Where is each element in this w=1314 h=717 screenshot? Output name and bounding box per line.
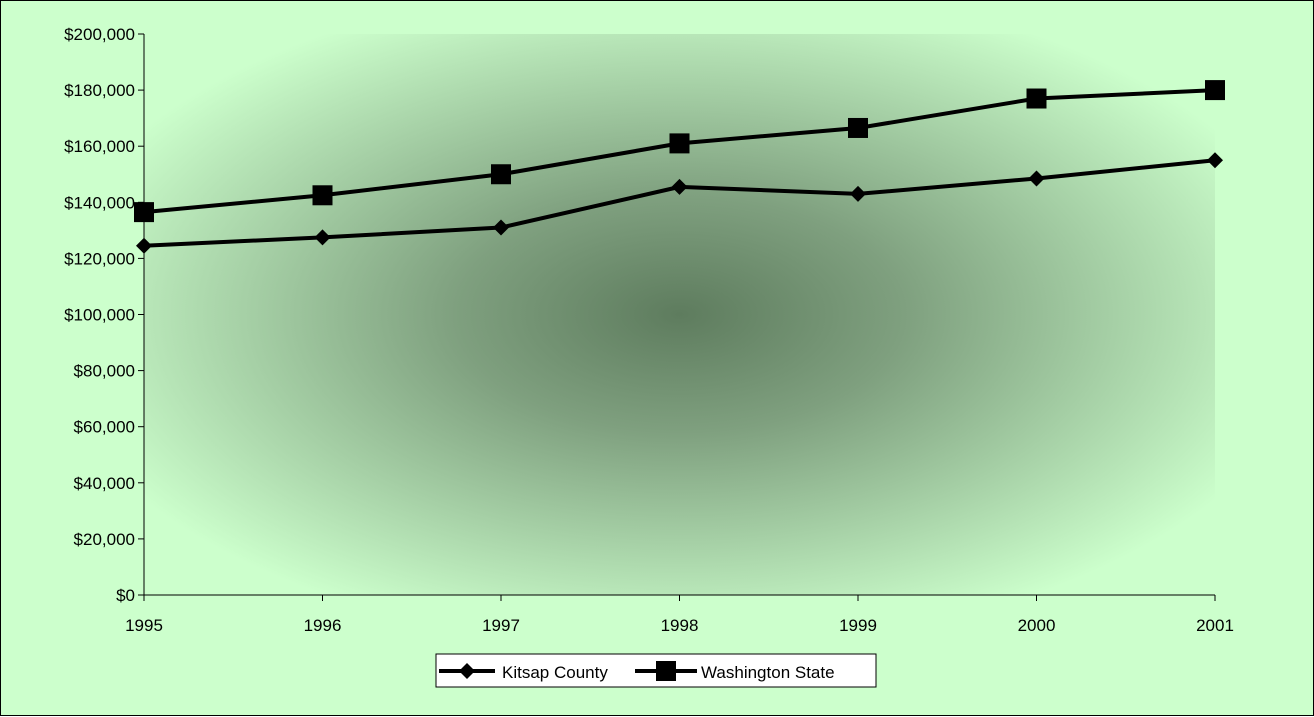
- legend: Kitsap County Washington State: [436, 654, 876, 687]
- y-tick-label: $40,000: [74, 474, 135, 493]
- y-tick-label: $200,000: [64, 25, 135, 44]
- x-tick-label: 1998: [661, 616, 699, 635]
- x-tick-label: 2001: [1196, 616, 1234, 635]
- x-tick-label: 1997: [482, 616, 520, 635]
- y-axis: $0 $20,000 $40,000 $60,000 $80,000 $100,000 $1…: [64, 25, 144, 605]
- legend-label: Kitsap County: [502, 663, 608, 682]
- data-point-square: [1027, 89, 1047, 109]
- legend-label: Washington State: [701, 663, 835, 682]
- data-point-square: [134, 202, 154, 222]
- y-tick-label: $20,000: [74, 530, 135, 549]
- y-tick-label: $0: [116, 586, 135, 605]
- y-tick-label: $100,000: [64, 306, 135, 325]
- x-tick-label: 2000: [1018, 616, 1056, 635]
- legend-item: Washington State: [635, 661, 835, 682]
- x-tick-label: 1995: [125, 616, 163, 635]
- data-point-square: [670, 133, 690, 153]
- y-tick-label: $140,000: [64, 193, 135, 212]
- y-tick-label: $120,000: [64, 249, 135, 268]
- data-point-square: [848, 118, 868, 138]
- plot-area: [144, 34, 1215, 595]
- y-tick-label: $60,000: [74, 418, 135, 437]
- y-tick-label: $160,000: [64, 137, 135, 156]
- data-point-square: [1205, 80, 1225, 100]
- x-axis: 1995 1996 1997 1998 1999 2000 2001: [125, 595, 1234, 635]
- legend-marker-square: [656, 661, 676, 681]
- x-tick-label: 1996: [304, 616, 342, 635]
- y-tick-label: $180,000: [64, 81, 135, 100]
- y-tick-label: $80,000: [74, 362, 135, 381]
- data-point-square: [491, 164, 511, 184]
- data-point-square: [313, 185, 333, 205]
- x-tick-label: 1999: [839, 616, 877, 635]
